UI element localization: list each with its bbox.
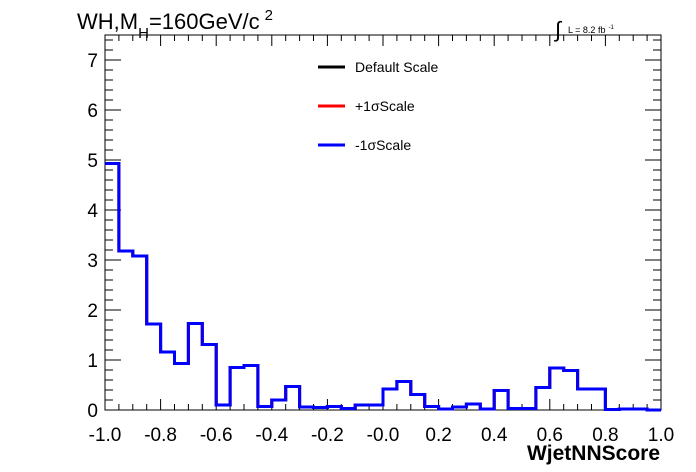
- y-tick-label: 3: [87, 251, 98, 272]
- x-tick-label: 0.4: [481, 425, 508, 446]
- x-tick-label: -0.8: [144, 425, 177, 446]
- y-tick-label: 7: [87, 51, 98, 72]
- y-tick-label: 5: [87, 151, 98, 172]
- title-superscript: 2: [265, 7, 273, 24]
- x-tick-label: -0.6: [200, 425, 233, 446]
- lumi-integral-symbol: ∫: [553, 17, 563, 42]
- y-tick-label: 0: [87, 401, 98, 422]
- x-tick-label: 0.8: [592, 425, 618, 446]
- y-tick-label: 4: [87, 201, 98, 222]
- title-subscript: H: [138, 25, 149, 42]
- x-tick-label: 0.2: [425, 425, 451, 446]
- y-tick-label: 1: [87, 351, 98, 372]
- histogram-series: [105, 162, 661, 412]
- y-tick-label: 2: [87, 301, 98, 322]
- x-tick-label: 1.0: [648, 425, 674, 446]
- lumi-text: L = 8.2 fb: [568, 25, 605, 35]
- axis-tick-labels: -1.0 -0.8 -0.6 -0.4 -0.2 -0.0 0.2 0.4 0.6 0.8 1.0 0…: [87, 51, 674, 446]
- title-main: WH,M: [77, 9, 138, 34]
- legend-label-2: -1σScale: [355, 137, 411, 153]
- legend: Default Scale +1σScale -1σScale: [318, 59, 438, 153]
- chart-title: WH,MH=160GeV/c 2: [77, 7, 273, 42]
- legend-label-1: +1σScale: [355, 98, 415, 114]
- legend-label-0: Default Scale: [355, 59, 438, 75]
- x-axis-label: WjetNNScore: [527, 442, 660, 465]
- title-rest: =160GeV/c: [149, 9, 260, 34]
- x-tick-label: -0.4: [255, 425, 288, 446]
- x-tick-label: -0.2: [311, 425, 344, 446]
- x-tick-label: 0.6: [537, 425, 563, 446]
- lumi-label: L = 8.2 fb -1: [568, 25, 614, 35]
- lumi-superscript: -1: [608, 25, 614, 31]
- x-tick-label: -1.0: [89, 425, 122, 446]
- series-2-histogram: [105, 162, 661, 412]
- x-tick-label: -0.0: [367, 425, 400, 446]
- y-tick-label: 6: [87, 101, 98, 122]
